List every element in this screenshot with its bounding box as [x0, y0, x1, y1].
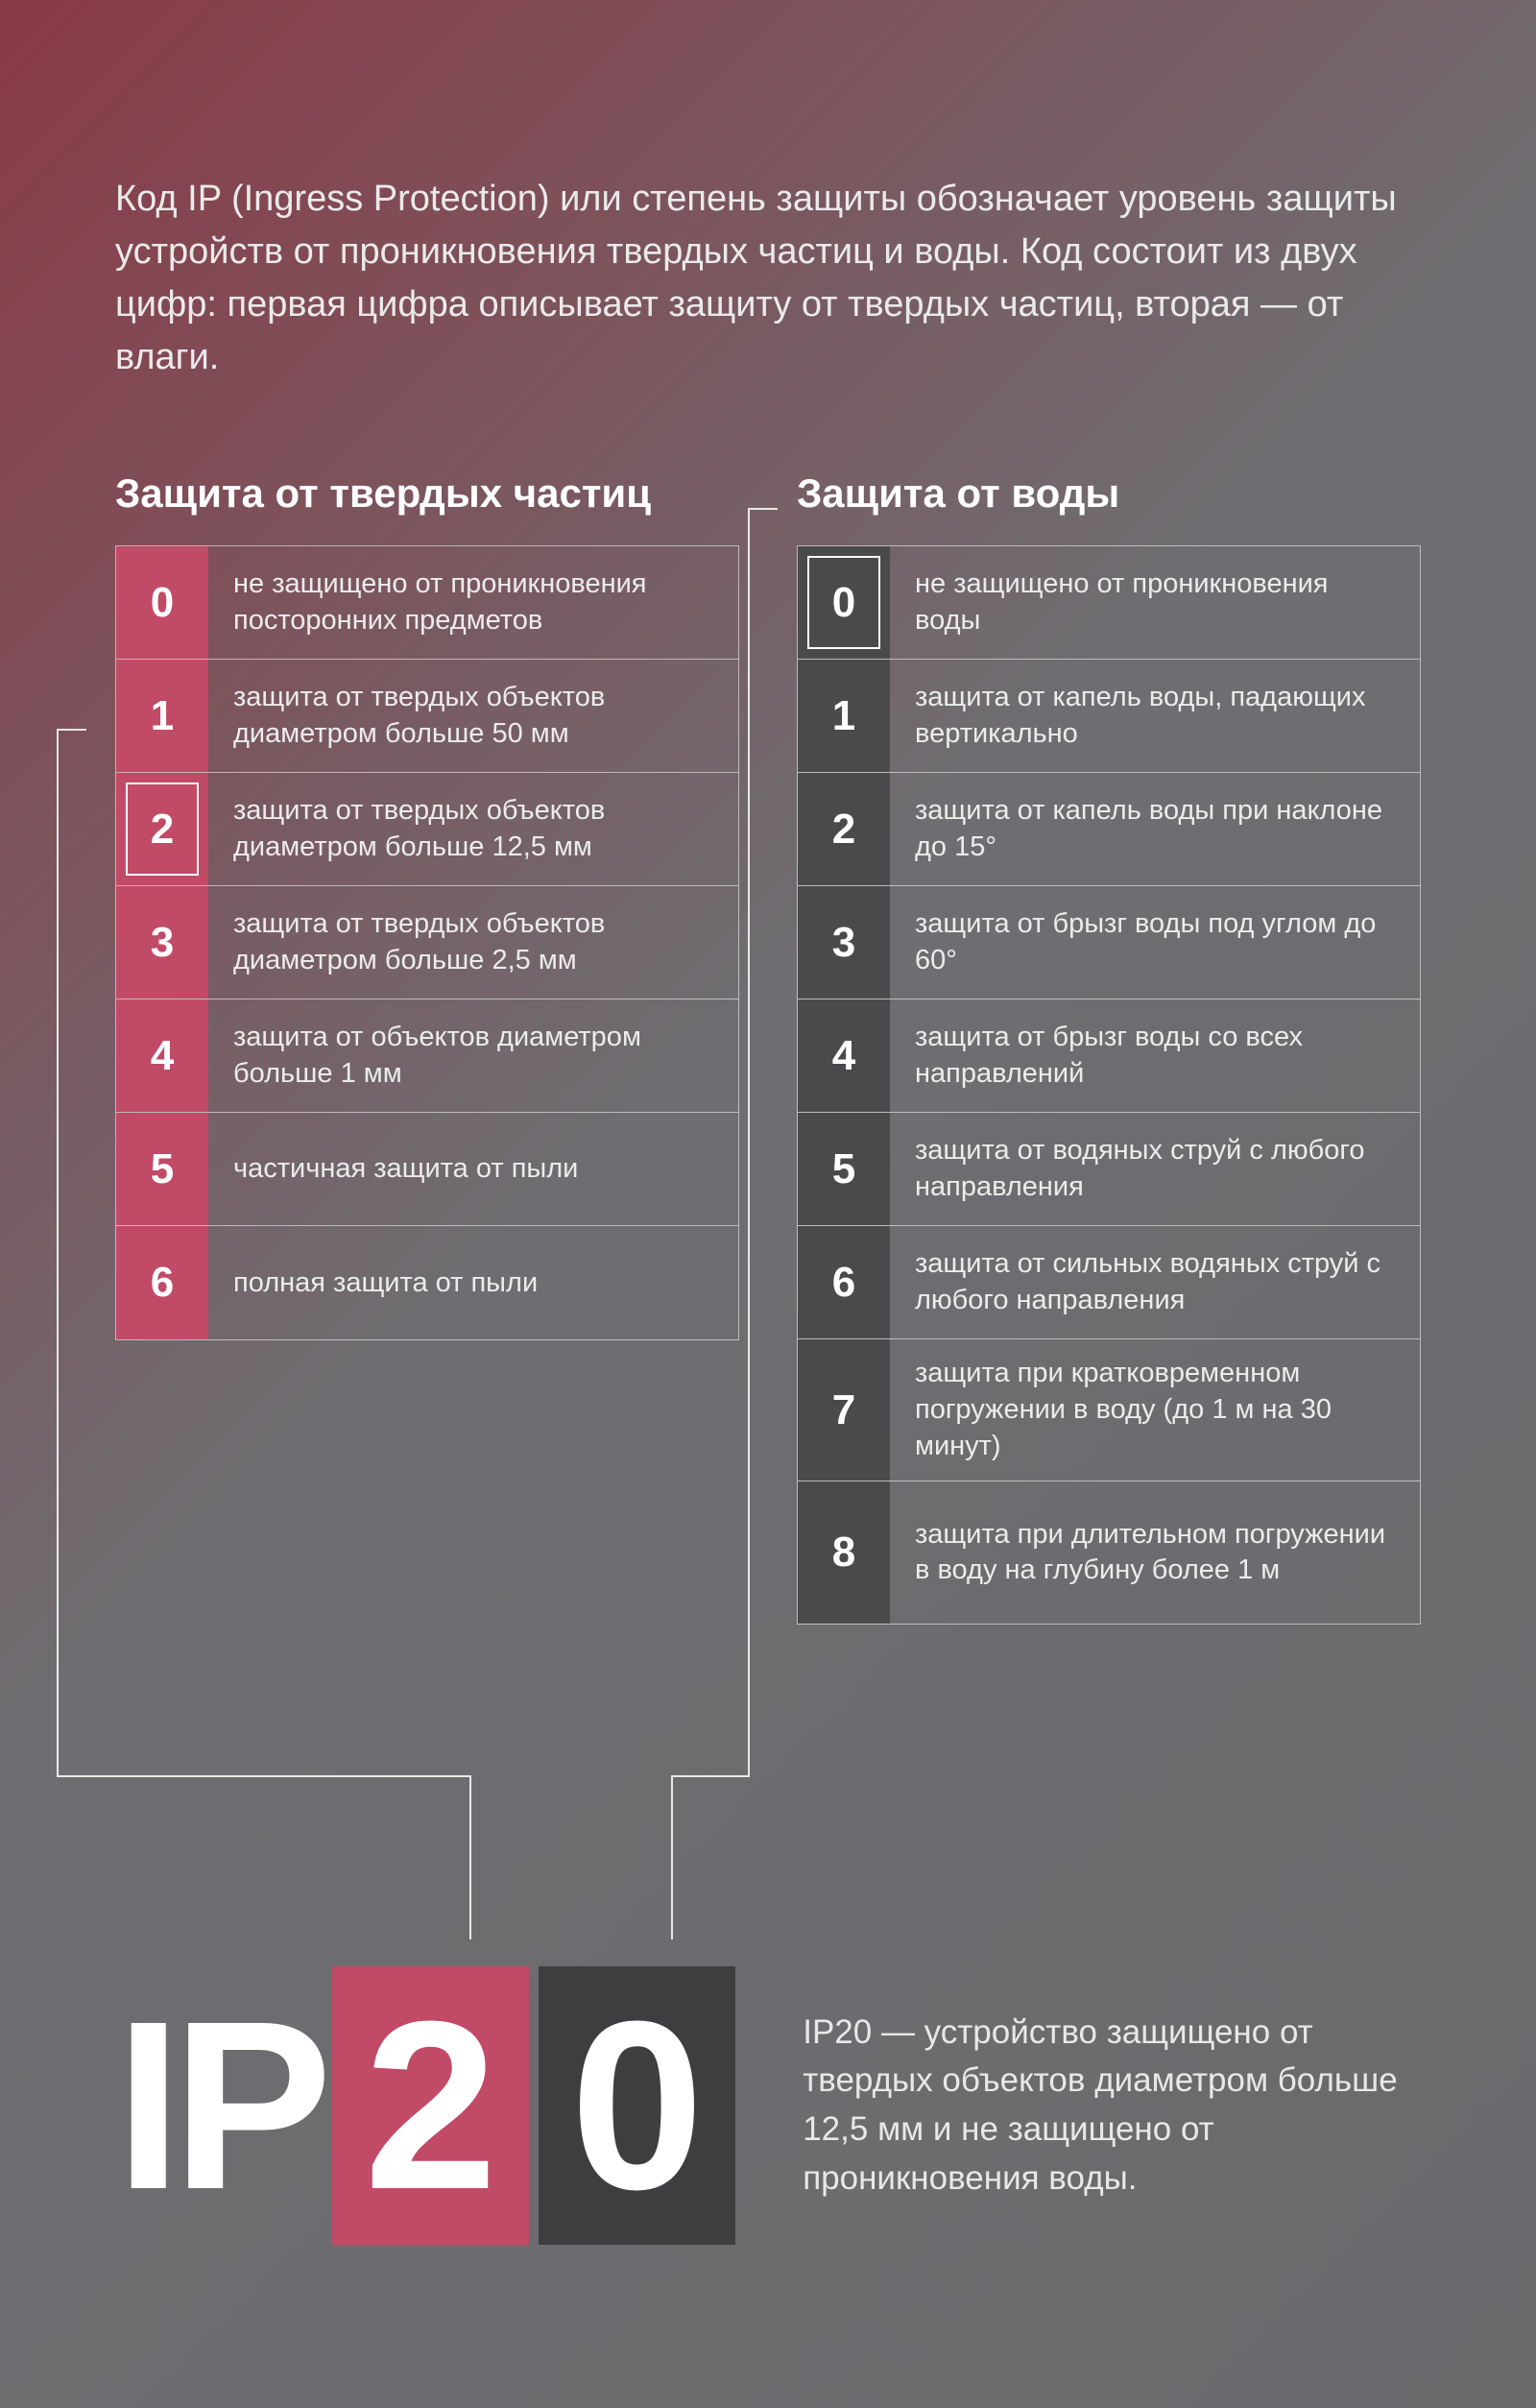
table-row: 2защита от твердых объектов диаметром бо…: [116, 773, 738, 886]
row-number: 3: [116, 886, 208, 999]
intro-text: Код IP (Ingress Protection) или степень …: [115, 173, 1421, 384]
row-description: частичная защита от пыли: [208, 1113, 738, 1225]
row-description: защита при кратковременном погружении в …: [890, 1339, 1420, 1481]
row-number: 4: [116, 999, 208, 1112]
row-description: не защищено от проникновения посторонних…: [208, 546, 738, 659]
table-row: 1защита от капель воды, падающих вертика…: [798, 660, 1420, 773]
row-number: 5: [798, 1113, 890, 1225]
water-title: Защита от воды: [797, 470, 1421, 517]
row-description: защита от твердых объектов диаметром бол…: [208, 660, 738, 772]
table-row: 4защита от брызг воды со всех направлени…: [798, 999, 1420, 1113]
row-description: защита при длительном погружении в воду …: [890, 1481, 1420, 1624]
row-number: 7: [798, 1339, 890, 1481]
table-row: 0не защищено от проникновения посторонни…: [116, 546, 738, 660]
row-number: 2: [116, 773, 208, 885]
row-description: защита от брызг воды под углом до 60°: [890, 886, 1420, 999]
ip-explain: IP20 — устройство защищено от твердых об…: [803, 2009, 1421, 2203]
row-description: защита от капель воды при наклоне до 15°: [890, 773, 1420, 885]
ip-example-block: IP 2 0 IP20 — устройство защищено от тве…: [115, 1966, 1421, 2245]
ip-prefix: IP: [115, 1986, 323, 2226]
table-row: 3защита от твердых объектов диаметром бо…: [116, 886, 738, 999]
row-number: 1: [798, 660, 890, 772]
row-number: 6: [798, 1226, 890, 1338]
row-description: защита от объектов диаметром больше 1 мм: [208, 999, 738, 1112]
columns-wrap: Защита от твердых частиц 0не защищено от…: [115, 470, 1421, 1625]
water-column: Защита от воды 0не защищено от проникнов…: [797, 470, 1421, 1625]
ip-code: IP 2 0: [115, 1966, 735, 2245]
table-row: 0не защищено от проникновения воды: [798, 546, 1420, 660]
row-number: 1: [116, 660, 208, 772]
table-row: 1защита от твердых объектов диаметром бо…: [116, 660, 738, 773]
table-row: 5частичная защита от пыли: [116, 1113, 738, 1226]
row-number: 8: [798, 1481, 890, 1624]
row-description: защита от сильных водяных струй с любого…: [890, 1226, 1420, 1338]
solid-column: Защита от твердых частиц 0не защищено от…: [115, 470, 739, 1625]
table-row: 6защита от сильных водяных струй с любог…: [798, 1226, 1420, 1339]
table-row: 7защита при кратковременном погружении в…: [798, 1339, 1420, 1481]
table-row: 3защита от брызг воды под углом до 60°: [798, 886, 1420, 999]
row-number: 3: [798, 886, 890, 999]
row-description: защита от твердых объектов диаметром бол…: [208, 886, 738, 999]
row-number: 5: [116, 1113, 208, 1225]
table-row: 5защита от водяных струй с любого направ…: [798, 1113, 1420, 1226]
water-table: 0не защищено от проникновения воды1защит…: [797, 545, 1421, 1625]
ip-digit-2: 0: [539, 1966, 735, 2245]
table-row: 2защита от капель воды при наклоне до 15…: [798, 773, 1420, 886]
table-row: 6полная защита от пыли: [116, 1226, 738, 1339]
row-number: 4: [798, 999, 890, 1112]
solid-table: 0не защищено от проникновения посторонни…: [115, 545, 739, 1340]
row-number: 2: [798, 773, 890, 885]
row-number: 6: [116, 1226, 208, 1339]
row-description: защита от брызг воды со всех направлений: [890, 999, 1420, 1112]
row-description: полная защита от пыли: [208, 1226, 738, 1339]
solid-title: Защита от твердых частиц: [115, 470, 739, 517]
row-description: защита от капель воды, падающих вертикал…: [890, 660, 1420, 772]
row-number: 0: [798, 546, 890, 659]
row-number: 0: [116, 546, 208, 659]
ip-digit-1: 2: [332, 1966, 529, 2245]
table-row: 8защита при длительном погружении в воду…: [798, 1481, 1420, 1624]
table-row: 4защита от объектов диаметром больше 1 м…: [116, 999, 738, 1113]
row-description: защита от водяных струй с любого направл…: [890, 1113, 1420, 1225]
row-description: не защищено от проникновения воды: [890, 546, 1420, 659]
row-description: защита от твердых объектов диаметром бол…: [208, 773, 738, 885]
